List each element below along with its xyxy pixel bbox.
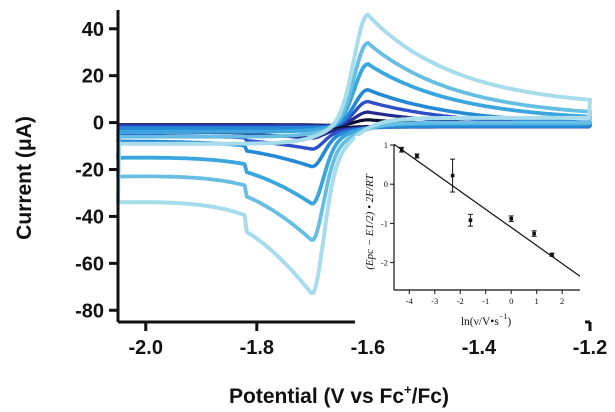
y-tick-label: 40 (82, 19, 104, 41)
inset-data-point (399, 147, 404, 152)
x-tick-label: -1.6 (351, 337, 385, 359)
inset-y-tick-label: 0 (384, 179, 388, 189)
x-tick-label: -1.4 (462, 337, 497, 359)
inset-x-tick-label: -2 (457, 296, 464, 306)
inset-data-point (550, 252, 554, 257)
inset-x-tick-label: 2 (560, 296, 564, 306)
y-tick-label: -80 (75, 300, 104, 322)
inset-y-axis-title: (Epc − E1/2) • 2F/RT (364, 173, 376, 269)
inset-x-axis-title-sup: −1 (499, 312, 508, 321)
inset-fit-line (393, 143, 581, 277)
inset-plot: 1 0 -1 -2 -4 -3 -2 -1 0 1 2 (381, 140, 581, 306)
y-tick-label: 20 (82, 66, 104, 88)
inset-chart: 1 0 -1 -2 -4 -3 -2 -1 0 1 2 (Epc − E1/2) • 2F/RT l… (355, 136, 585, 336)
y-tick-label: 0 (93, 113, 104, 135)
inset-x-tick-label: 1 (535, 296, 539, 306)
inset-x-tick-label: -3 (431, 296, 438, 306)
inset-y-tick-label: -2 (381, 258, 388, 268)
inset-data-point (532, 231, 536, 236)
x-axis-title: Potential (V vs Fc+/Fc) (229, 382, 449, 408)
x-axis-title-tail: /Fc) (412, 385, 449, 408)
inset-x-tick-label: 0 (509, 296, 513, 306)
y-tick-label: -20 (75, 160, 104, 182)
y-tick-label: -60 (75, 253, 104, 275)
x-tick-label: -1.8 (240, 337, 274, 359)
cv-trace-7 (116, 12, 592, 295)
inset-x-tick-label: -4 (406, 296, 414, 306)
inset-x-axis-title: ln(ν/V•s−1) (461, 312, 512, 328)
inset-data-point (415, 154, 419, 158)
x-tick-label: -2.0 (129, 337, 163, 359)
x-tick-label: -1.2 (573, 337, 607, 359)
y-axis-title: Current (μA) (13, 116, 36, 240)
inset-data-point (468, 218, 473, 223)
inset-x-axis-title-main: ln(ν/V•s (461, 316, 500, 328)
x-axis-title-sup: + (404, 382, 412, 397)
inset-data-point (450, 173, 455, 178)
inset-y-tick-label: -1 (381, 218, 388, 228)
inset-x-tick-label: -1 (482, 296, 489, 306)
inset-x-axis-title-tail: ) (507, 316, 511, 328)
x-axis-title-main: Potential (V vs Fc (229, 385, 404, 408)
inset-y-tick-label: 1 (384, 140, 388, 150)
inset-data-point (509, 216, 514, 221)
inset-background (355, 136, 585, 336)
y-tick-label: -40 (75, 206, 104, 228)
cv-traces (116, 12, 592, 295)
